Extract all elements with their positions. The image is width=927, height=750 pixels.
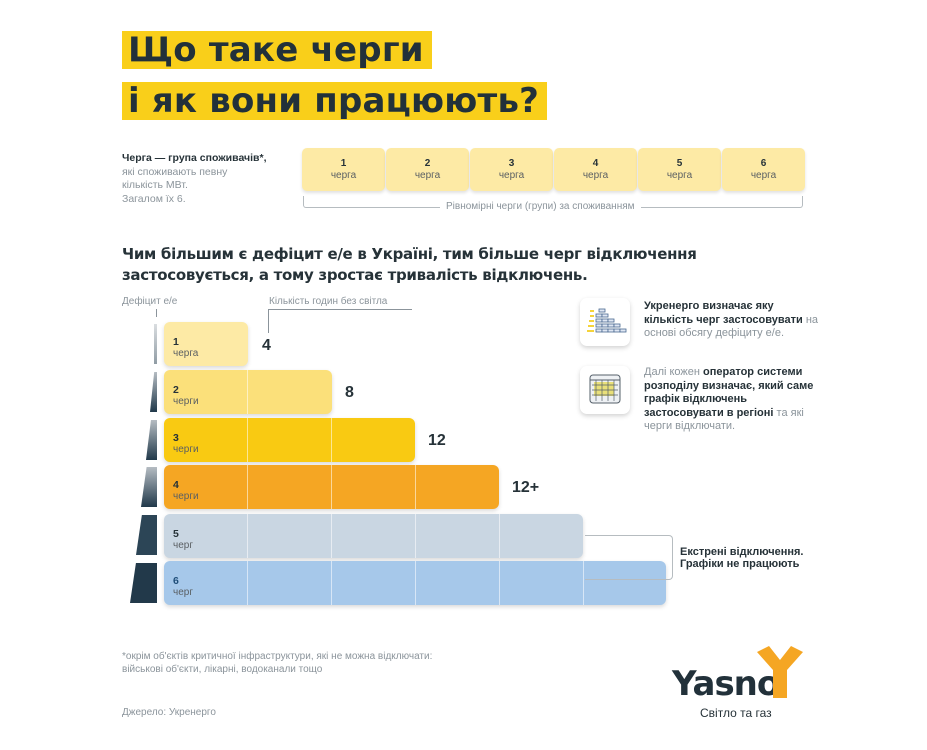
bar-label-2: 2 черги (173, 384, 199, 408)
queue-chip-6: 6 черга (722, 148, 805, 191)
footnote-line-1: *окрім об'єктів критичної інфраструктури… (122, 651, 433, 662)
queue-label: черга (750, 169, 777, 181)
schedule-grid-icon (580, 366, 630, 414)
queue-stack-chart-icon (580, 298, 630, 346)
queue-label: черга (414, 169, 441, 181)
bar-label-4: 4 черги (173, 479, 199, 503)
queues-caption: Рівномірні черги (групи) за споживанням (440, 201, 641, 212)
emergency-note: Екстрені відключення. Графіки не працюют… (680, 546, 803, 570)
queue-chip-3: 3 черга (470, 148, 553, 191)
bar-label-1: 1 черга (173, 336, 199, 360)
bar-label-6: 6 черг (173, 575, 193, 599)
info-operator: Далі кожен оператор системи розподілу ви… (580, 366, 813, 456)
subheading-line-2: застосовується, а тому зростає триваліст… (122, 266, 588, 284)
queue-label: черга (330, 169, 357, 181)
queue-label: черга (498, 169, 525, 181)
hours-value-1: 4 (262, 337, 271, 354)
yasno-y-logo-icon (757, 646, 803, 698)
footnote: *окрім об'єктів критичної інфраструктури… (122, 650, 432, 676)
definition-line-2: які споживають певну (122, 165, 228, 178)
deficit-wedge-5 (136, 515, 157, 555)
chart-subheading: Чим більшим є дефіцит е/е в Україні, тим… (122, 244, 722, 286)
yasno-tagline: Світло та газ (700, 706, 772, 720)
queue-strip: 1 черга 2 черга 3 черга 4 черга 5 черга 6 черг… (302, 148, 805, 191)
subheading-line-1: Чим більшим є дефіцит е/е в Україні, тим… (122, 245, 697, 263)
definition-bold: Черга — група споживачів (122, 152, 260, 164)
deficit-wedge-4 (141, 467, 157, 507)
footnote-line-2: військові об'єкти, лікарні, водоканали т… (122, 664, 323, 675)
deficit-wedge-2 (150, 372, 157, 412)
queue-chip-1: 1 черга (302, 148, 385, 191)
bar-queue-4 (164, 465, 499, 509)
deficit-wedge-3 (146, 420, 157, 460)
queue-label: черга (582, 169, 609, 181)
bar-label-3: 3 черги (173, 432, 199, 456)
info-ukrenergo: Укренерго визначає яку кількість черг за… (580, 298, 818, 358)
deficit-arrow-icon (156, 309, 157, 317)
queue-number: 6 (760, 157, 767, 169)
hours-pointer-line (268, 309, 412, 310)
hours-axis-label: Кількість годин без світла (269, 296, 388, 307)
queue-label: черга (666, 169, 693, 181)
bar-label-5: 5 черг (173, 528, 193, 552)
queue-number: 2 (424, 157, 431, 169)
queue-chip-4: 4 черга (554, 148, 637, 191)
bar-queue-3 (164, 418, 415, 462)
info-operator-text: Далі кожен оператор системи розподілу ви… (644, 366, 814, 432)
queue-number: 5 (676, 157, 683, 169)
hours-value-4: 12+ (512, 479, 540, 496)
title-line-2: і як вони працюють? (122, 82, 548, 120)
bar-queue-2 (164, 370, 332, 414)
deficit-axis-label: Дефіцит е/е (122, 296, 178, 307)
queue-number: 3 (508, 157, 515, 169)
emergency-bracket (585, 535, 673, 580)
bar-queue-5 (164, 514, 583, 558)
definition-asterisk: *, (259, 152, 267, 164)
deficit-wedge-6 (130, 563, 157, 603)
hours-value-3: 12 (428, 432, 446, 449)
deficit-wedge-1 (154, 324, 157, 364)
info-ukrenergo-text: Укренерго визначає яку кількість черг за… (644, 300, 819, 339)
title-line-1: Що таке черги (122, 31, 432, 69)
queue-number: 4 (592, 157, 599, 169)
emergency-line-2: Графіки не працюють (680, 558, 800, 570)
queue-chip-5: 5 черга (638, 148, 721, 191)
hours-value-2: 8 (345, 384, 354, 401)
definition-line-3: кількість МВт. (122, 179, 188, 191)
hours-arrow-icon (268, 309, 269, 333)
queue-number: 1 (340, 157, 347, 169)
bar-queue-1 (164, 322, 248, 366)
queue-definition: Черга — група споживачів*, які споживают… (122, 152, 297, 206)
bar-queue-6 (164, 561, 666, 605)
source-note: Джерело: Укренерго (122, 707, 216, 718)
emergency-line-1: Екстрені відключення. (680, 546, 804, 558)
definition-line-4: Загалом їх 6. (122, 192, 186, 205)
queue-chip-2: 2 черга (386, 148, 469, 191)
yasno-logo-text: Yasno (672, 664, 780, 704)
